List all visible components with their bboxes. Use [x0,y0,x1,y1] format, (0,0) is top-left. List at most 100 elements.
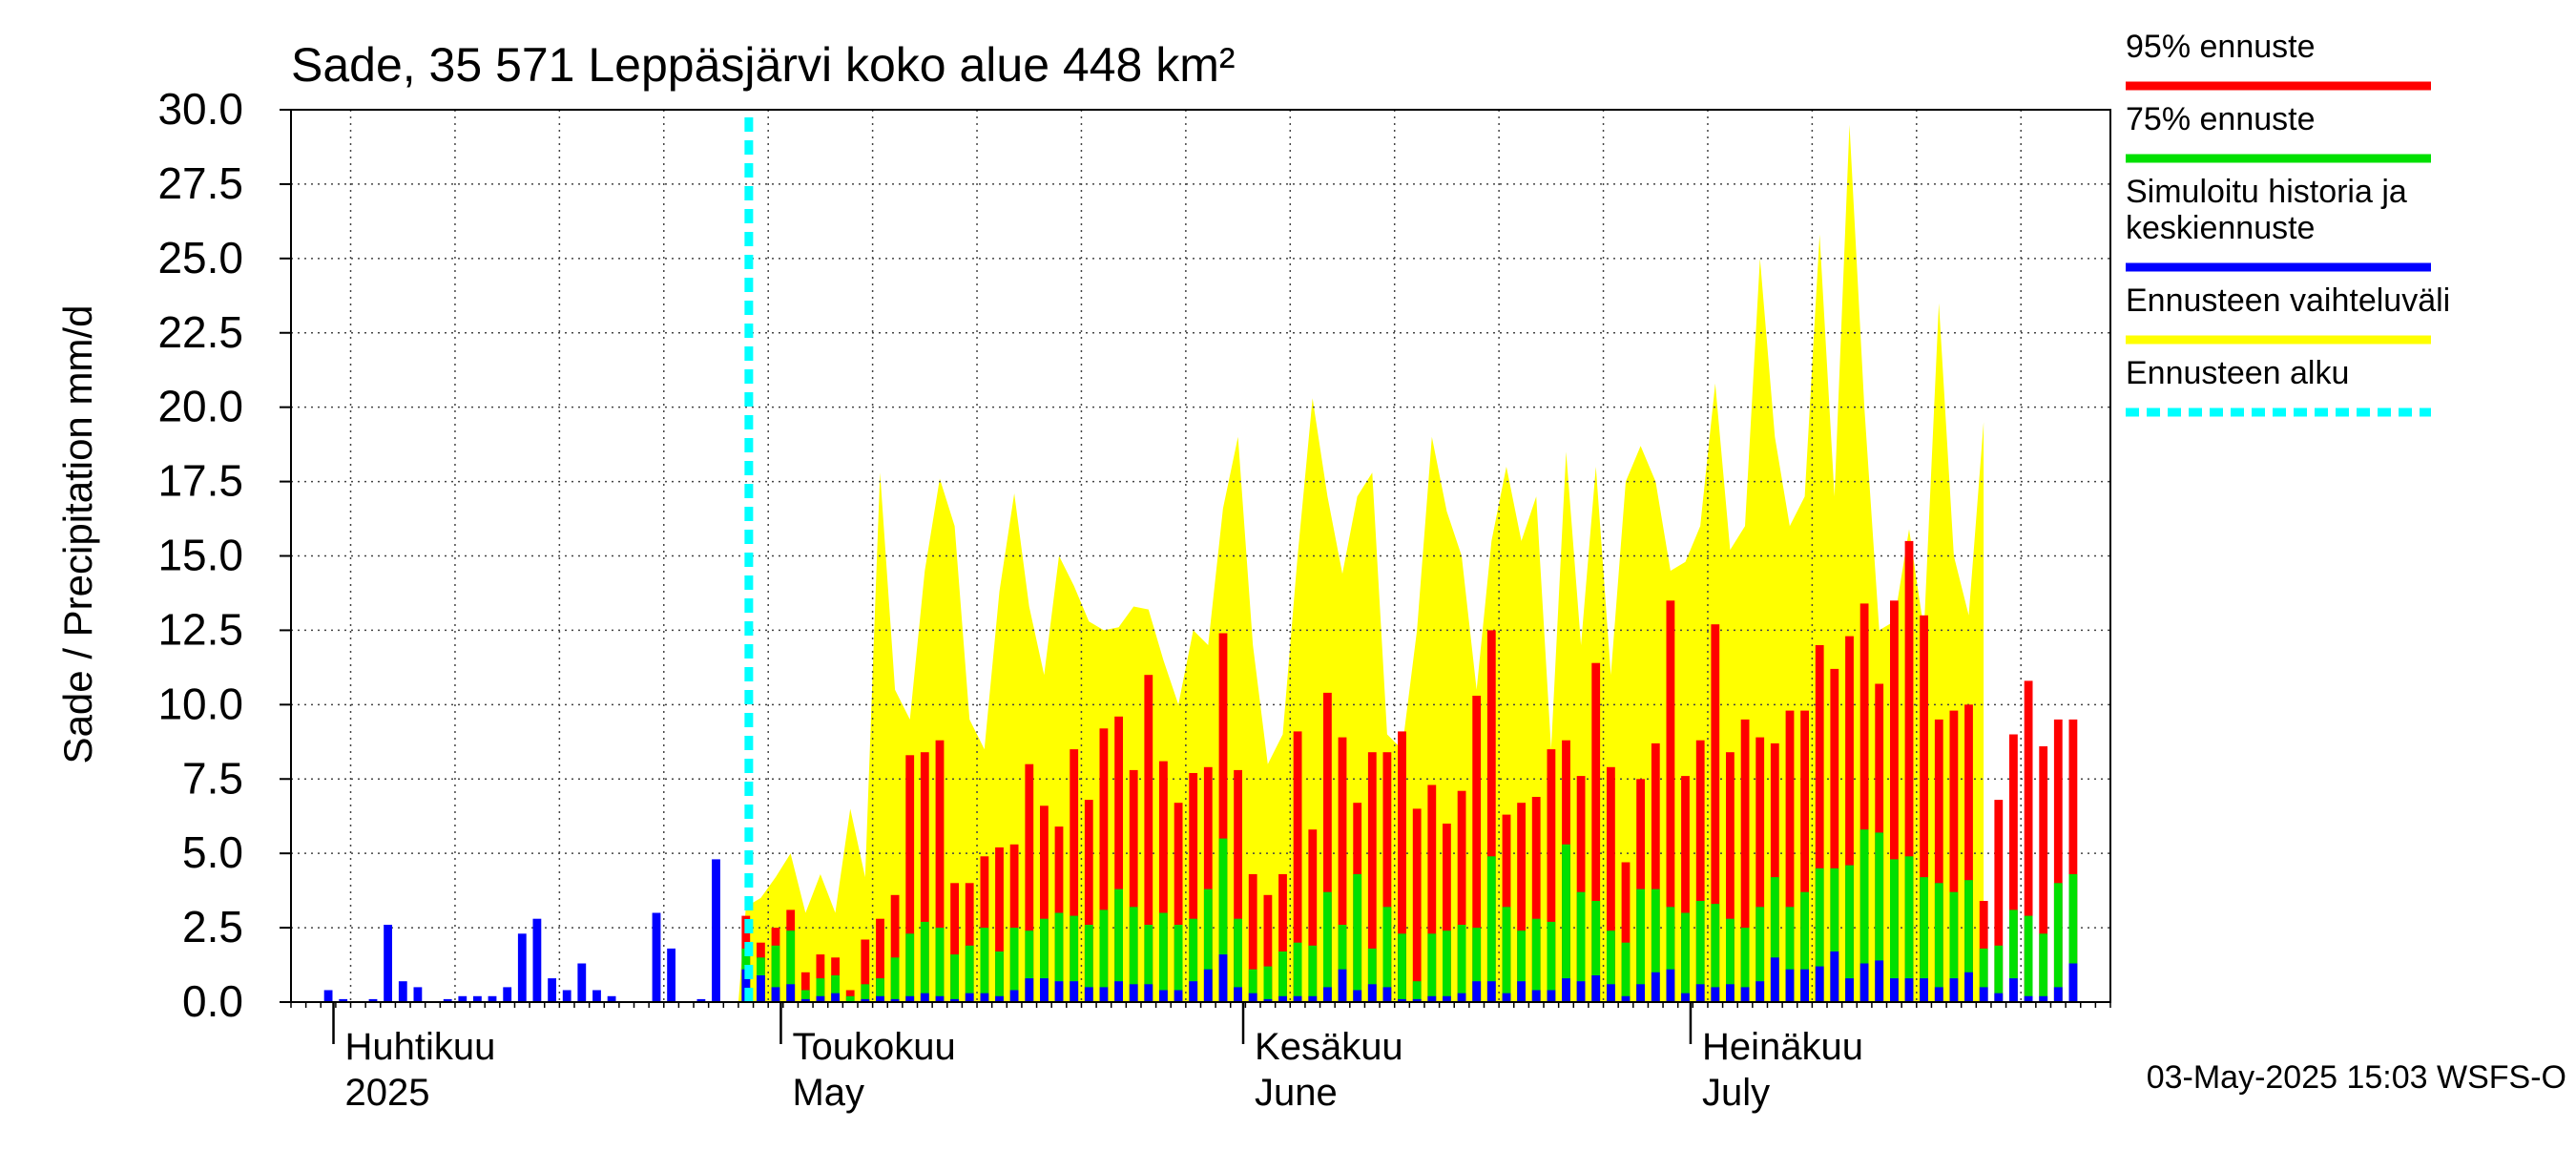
forecast-p75-bar [1353,874,1362,1002]
month-label-en: May [792,1072,864,1114]
legend-label: keskiennuste [2126,210,2315,246]
forecast-p75-bar [1726,918,1735,1002]
forecast-p95-bar [1278,874,1287,1002]
history-bar [517,933,527,1002]
forecast-p95-bar [2024,680,2033,1002]
forecast-p75-bar [1859,829,1869,1002]
forecast-p95-bar [1025,763,1034,1002]
forecast-p95-bar [876,918,884,1002]
forecast-p75-bar [1547,921,1556,1002]
forecast-p75-bar [1338,925,1347,1002]
forecast-p75-bar [1293,942,1302,1002]
forecast-p95-bar [1890,600,1899,1003]
forecast-p95-bar [1427,784,1437,1002]
forecast-median-bar [1979,987,1988,1002]
forecast-p95-bar [890,894,900,1002]
forecast-p75-bar [1711,904,1720,1002]
forecast-median-bar [1576,981,1586,1002]
forecast-median-bar [1099,987,1109,1002]
month-label-en: June [1255,1072,1338,1114]
history-bar [413,987,423,1002]
y-tick-label: 22.5 [157,307,243,357]
forecast-median-bar [920,993,929,1002]
legend-label: 95% ennuste [2126,29,2316,65]
forecast-p95-bar [1174,803,1183,1002]
forecast-median-bar [1040,978,1049,1002]
forecast-median-bar [935,995,945,1002]
forecast-p75-bar [1979,948,1988,1002]
forecast-median-bar [1890,978,1899,1002]
y-tick-label: 25.0 [157,233,243,282]
forecast-p75-bar [890,957,900,1003]
forecast-p95-bar [1740,719,1750,1002]
forecast-median-bar [1904,978,1914,1002]
forecast-p75-bar [861,984,870,1002]
forecast-median-bar [1621,995,1631,1002]
forecast-p75-bar [920,921,929,1002]
history-bar [562,990,571,1002]
forecast-median-bar [1263,998,1273,1002]
forecast-p75-bar [1815,868,1824,1003]
forecast-p95-bar [1443,824,1451,1002]
forecast-median-bar [1800,969,1809,1002]
history-bar [458,995,467,1002]
bars-group [323,540,2078,1003]
forecast-median-bar [1189,981,1198,1002]
forecast-p95-bar [995,847,1004,1002]
forecast-median-bar [1234,987,1242,1002]
legend-label: Ennusteen vaihteluväli [2126,282,2450,319]
y-tick-label: 0.0 [182,976,243,1026]
y-tick-label: 5.0 [182,827,243,877]
forecast-median-bar [771,987,780,1002]
history-bar [368,998,378,1002]
forecast-p75-bar [1129,907,1138,1002]
forecast-p75-bar [1382,907,1392,1002]
forecast-median-bar [1159,990,1168,1002]
axes-group [280,109,2111,1044]
forecast-median-bar [1472,981,1482,1002]
forecast-p95-bar [1695,740,1705,1002]
forecast-p75-bar [1740,928,1750,1002]
forecast-p75-bar [1890,859,1899,1002]
forecast-p95-bar [1263,894,1273,1002]
forecast-p95-bar [1308,829,1318,1002]
forecast-median-bar [1203,969,1213,1002]
forecast-p75-bar [2039,933,2048,1002]
forecast-median-bar [1412,998,1422,1002]
forecast-p75-bar [1443,930,1451,1002]
forecast-p95-bar [1591,662,1601,1002]
forecast-median-bar [1994,993,2004,1002]
forecast-p95-bar [1681,776,1690,1002]
forecast-median-bar [1547,990,1556,1002]
forecast-p75-bar [1218,838,1228,1002]
forecast-p75-bar [816,978,825,1002]
forecast-median-bar [1278,995,1287,1002]
forecast-p95-bar [1070,749,1079,1002]
forecast-median-bar [1607,984,1615,1002]
forecast-p75-bar [980,928,989,1002]
forecast-p75-bar [950,954,959,1002]
forecast-p95-bar [1218,633,1228,1002]
grid-lines [291,109,2110,1003]
history-bar [607,995,616,1002]
forecast-p95-bar [2053,719,2063,1002]
forecast-median-bar [1770,957,1779,1003]
forecast-median-bar [950,998,959,1002]
forecast-p75-bar [1770,877,1779,1002]
forecast-p95-bar [1800,710,1809,1002]
forecast-median-bar [1949,978,1959,1002]
forecast-p75-bar [1398,933,1406,1002]
forecast-median-bar [1651,972,1660,1002]
forecast-median-bar [1443,995,1451,1002]
forecast-p95-bar [1457,790,1466,1002]
forecast-median-bar [1427,995,1437,1002]
forecast-median-bar [876,995,884,1002]
forecast-p75-bar [1203,889,1213,1002]
forecast-p95-bar [1159,761,1168,1002]
forecast-p95-bar [1755,737,1765,1002]
forecast-median-bar [1293,995,1302,1002]
forecast-median-bar [1875,960,1884,1002]
